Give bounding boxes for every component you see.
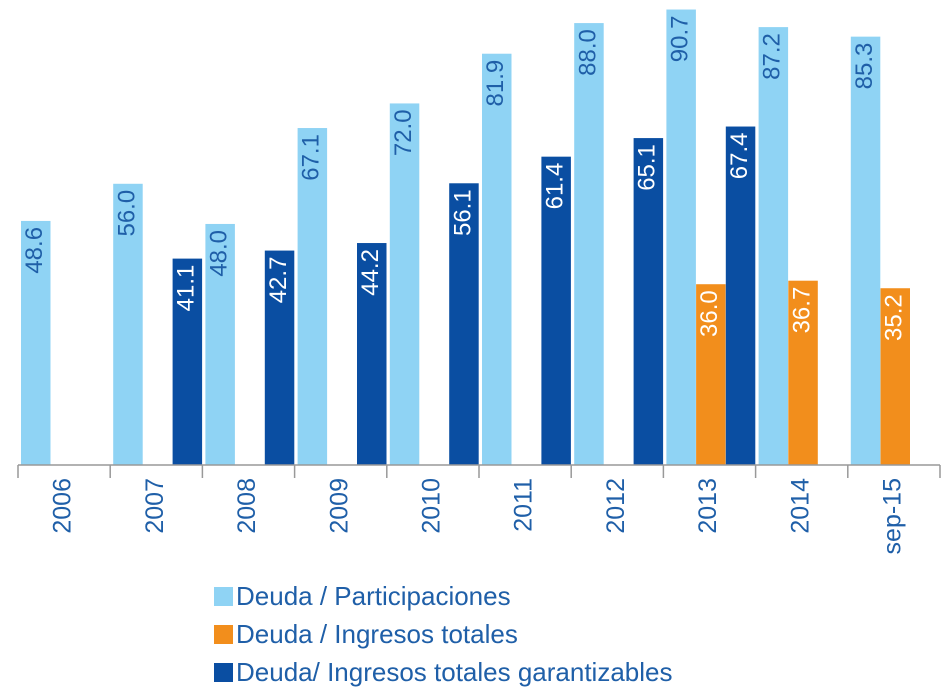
bar: [482, 53, 512, 465]
value-label: 48.0: [205, 230, 232, 277]
value-label: 87.2: [759, 33, 786, 80]
bar: [758, 27, 789, 466]
x-tick-label: 2006: [49, 478, 77, 534]
bar: [21, 220, 51, 465]
bar: [633, 138, 664, 465]
legend-swatch: [214, 663, 233, 682]
value-label: 35.2: [881, 294, 908, 341]
bar: [113, 183, 143, 466]
bar: [666, 9, 696, 466]
bar: [357, 243, 387, 465]
bar: [297, 128, 328, 465]
bar: [574, 23, 604, 466]
value-label: 65.1: [634, 144, 661, 191]
x-tick-label: 2011: [510, 478, 538, 532]
x-tick-label: sep-15: [879, 478, 907, 554]
bar: [172, 258, 203, 465]
bar: [880, 288, 910, 465]
legend-label: Deuda / Ingresos totales: [236, 619, 518, 649]
x-tick-label: 2010: [418, 478, 446, 534]
bar: [264, 250, 295, 465]
value-label: 48.6: [21, 227, 48, 274]
value-label: 88.0: [574, 29, 601, 76]
value-label: 67.1: [298, 134, 325, 181]
value-label: 72.0: [390, 109, 417, 156]
legend-swatch: [214, 587, 233, 606]
value-label: 67.4: [726, 133, 753, 180]
value-label: 56.1: [449, 189, 476, 236]
x-tick-label: 2008: [233, 478, 261, 534]
legend-label: Deuda/ Ingresos totales garantizables: [236, 657, 673, 687]
bar: [541, 156, 571, 465]
bar: [696, 284, 726, 465]
x-tick-label: 2012: [602, 478, 630, 534]
value-label: 56.0: [113, 190, 140, 237]
x-tick-label: 2007: [141, 478, 169, 534]
value-label: 41.1: [173, 265, 200, 312]
x-tick-label: 2009: [325, 478, 353, 534]
bar: [850, 36, 881, 465]
bar: [205, 223, 235, 465]
legend-label: Deuda / Participaciones: [236, 581, 511, 611]
bar: [449, 183, 479, 465]
bar: [788, 280, 818, 465]
value-label: 90.7: [666, 16, 693, 63]
value-label: 36.7: [788, 287, 815, 334]
value-label: 61.4: [541, 163, 568, 210]
value-label: 85.3: [851, 43, 878, 90]
bar: [389, 103, 420, 465]
value-label: 36.0: [696, 290, 723, 337]
x-tick-label: 2014: [786, 478, 814, 534]
value-label: 44.2: [357, 249, 384, 296]
value-label: 81.9: [482, 60, 509, 107]
bar: [725, 126, 756, 465]
legend-swatch: [214, 625, 233, 644]
value-label: 42.7: [265, 257, 292, 304]
x-tick-label: 2013: [694, 478, 722, 534]
